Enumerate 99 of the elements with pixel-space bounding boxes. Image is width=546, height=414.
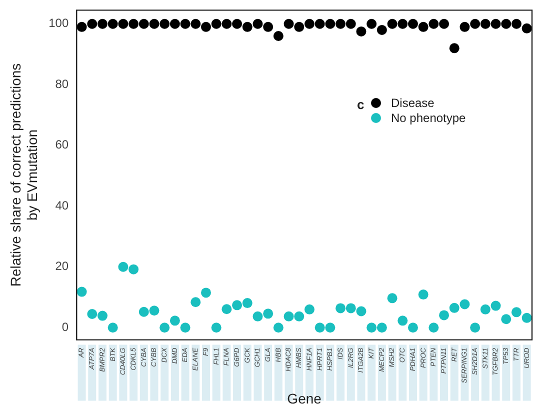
point	[138, 18, 149, 29]
point	[242, 22, 252, 32]
point	[149, 18, 160, 29]
point	[428, 322, 439, 333]
point	[180, 322, 190, 333]
point	[501, 314, 512, 324]
point	[501, 18, 512, 29]
point	[439, 310, 450, 320]
point	[387, 293, 398, 304]
point	[449, 302, 460, 313]
point	[138, 306, 149, 317]
y-axis-title: Relative share of correct predictions by EVmutation	[7, 63, 40, 287]
point	[108, 322, 118, 333]
legend-label: Disease	[391, 96, 434, 110]
point	[160, 18, 170, 29]
point	[336, 18, 346, 29]
point	[180, 18, 190, 29]
point	[294, 311, 304, 322]
point	[470, 18, 480, 29]
point	[200, 22, 211, 32]
point	[336, 303, 346, 314]
point	[522, 23, 532, 34]
point	[387, 18, 398, 29]
point	[252, 311, 263, 322]
point	[128, 264, 139, 274]
point	[439, 18, 450, 29]
point	[314, 18, 325, 29]
y-tick-label: 40	[55, 198, 69, 212]
legend-label: No phenotype	[391, 110, 466, 124]
point	[170, 316, 180, 326]
point	[408, 322, 418, 333]
point	[211, 18, 222, 29]
point	[398, 316, 408, 326]
point	[346, 18, 356, 29]
point	[294, 22, 304, 32]
point	[470, 322, 480, 333]
y-tick-label: 20	[55, 259, 69, 274]
point	[200, 288, 211, 298]
point	[170, 18, 180, 29]
point	[284, 311, 294, 322]
point	[366, 322, 377, 333]
legend-title: c	[357, 97, 364, 112]
point	[304, 18, 314, 29]
point	[408, 18, 418, 29]
y-tick-label: 80	[55, 76, 69, 91]
point	[149, 306, 160, 316]
point	[232, 300, 242, 310]
point	[76, 286, 87, 297]
point	[449, 43, 460, 54]
point	[304, 304, 314, 314]
point	[366, 18, 377, 29]
point	[490, 300, 501, 311]
point	[118, 262, 128, 272]
point	[211, 322, 222, 333]
point	[160, 322, 170, 333]
point	[356, 306, 366, 316]
point	[252, 18, 263, 29]
point	[128, 18, 139, 29]
point	[418, 22, 428, 32]
point	[232, 18, 242, 29]
point	[222, 304, 232, 314]
y-tick-label: 60	[55, 138, 69, 152]
point	[480, 18, 490, 29]
point	[190, 297, 201, 308]
point	[511, 18, 522, 29]
point	[222, 18, 232, 29]
point	[118, 18, 128, 29]
point	[242, 298, 252, 308]
point	[314, 322, 325, 333]
point	[376, 24, 387, 35]
point	[87, 18, 98, 29]
point	[263, 308, 274, 319]
point	[522, 312, 532, 323]
point	[284, 18, 294, 29]
point	[76, 22, 87, 32]
point	[97, 310, 108, 321]
point	[263, 22, 274, 32]
point	[87, 308, 98, 319]
x-axis-title: Gene	[287, 390, 322, 406]
y-tick-label: 100	[48, 16, 69, 30]
y-tick-label: 0	[62, 320, 69, 334]
point	[428, 18, 439, 29]
point	[325, 18, 336, 29]
point	[273, 31, 284, 42]
point	[273, 322, 284, 333]
point	[376, 322, 387, 333]
point	[460, 22, 470, 32]
point	[511, 307, 522, 318]
point	[346, 303, 356, 314]
point	[190, 18, 201, 29]
point	[97, 18, 108, 29]
point	[490, 18, 501, 29]
point	[356, 26, 366, 36]
point	[108, 18, 118, 29]
point	[418, 290, 428, 300]
point	[460, 299, 470, 310]
point	[325, 322, 336, 333]
point	[398, 18, 408, 29]
point	[480, 304, 490, 314]
